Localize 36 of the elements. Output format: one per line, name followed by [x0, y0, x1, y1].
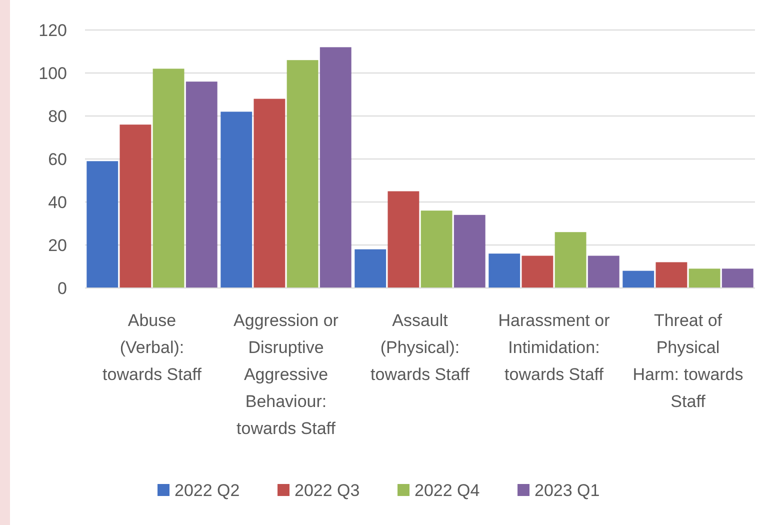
x-tick-label: Assault (Physical): towards Staff [370, 311, 470, 384]
bar [320, 47, 352, 288]
y-tick-label: 40 [48, 192, 67, 212]
bar [186, 82, 218, 288]
bar [220, 112, 252, 288]
x-tick-label: Threat of Physical Harm: towards Staff [632, 311, 744, 411]
bar [286, 60, 318, 288]
y-tick-label: 60 [48, 150, 67, 169]
bar [722, 268, 754, 288]
bar [86, 161, 118, 288]
legend-label: 2022 Q2 [174, 480, 240, 500]
bar [152, 68, 184, 288]
legend-label: 2022 Q4 [414, 480, 480, 500]
bar [354, 249, 386, 288]
bar [656, 262, 688, 288]
bar [420, 210, 452, 288]
bar [254, 98, 286, 288]
y-tick-label: 80 [48, 106, 67, 126]
bar [522, 256, 554, 288]
y-tick-label: 100 [38, 64, 67, 83]
bar [554, 232, 586, 288]
bar [688, 268, 720, 288]
y-tick-label: 0 [58, 278, 67, 298]
bar [588, 256, 620, 288]
legend-label: 2022 Q3 [294, 480, 360, 500]
x-tick-label: Harassment or Intimidation: towards Staff [498, 311, 610, 384]
legend-label: 2023 Q1 [534, 480, 600, 500]
bar [622, 270, 654, 288]
y-tick-label: 20 [48, 236, 67, 255]
bar [120, 124, 152, 288]
bar [488, 254, 520, 288]
bar [388, 191, 420, 288]
x-tick-label: Abuse (Verbal): towards Staff [102, 311, 202, 384]
x-tick-label: Aggression or Disruptive Aggressive Behaviour: towards Staff [234, 311, 339, 438]
y-tick-label: 120 [38, 20, 67, 40]
bar [454, 214, 486, 288]
